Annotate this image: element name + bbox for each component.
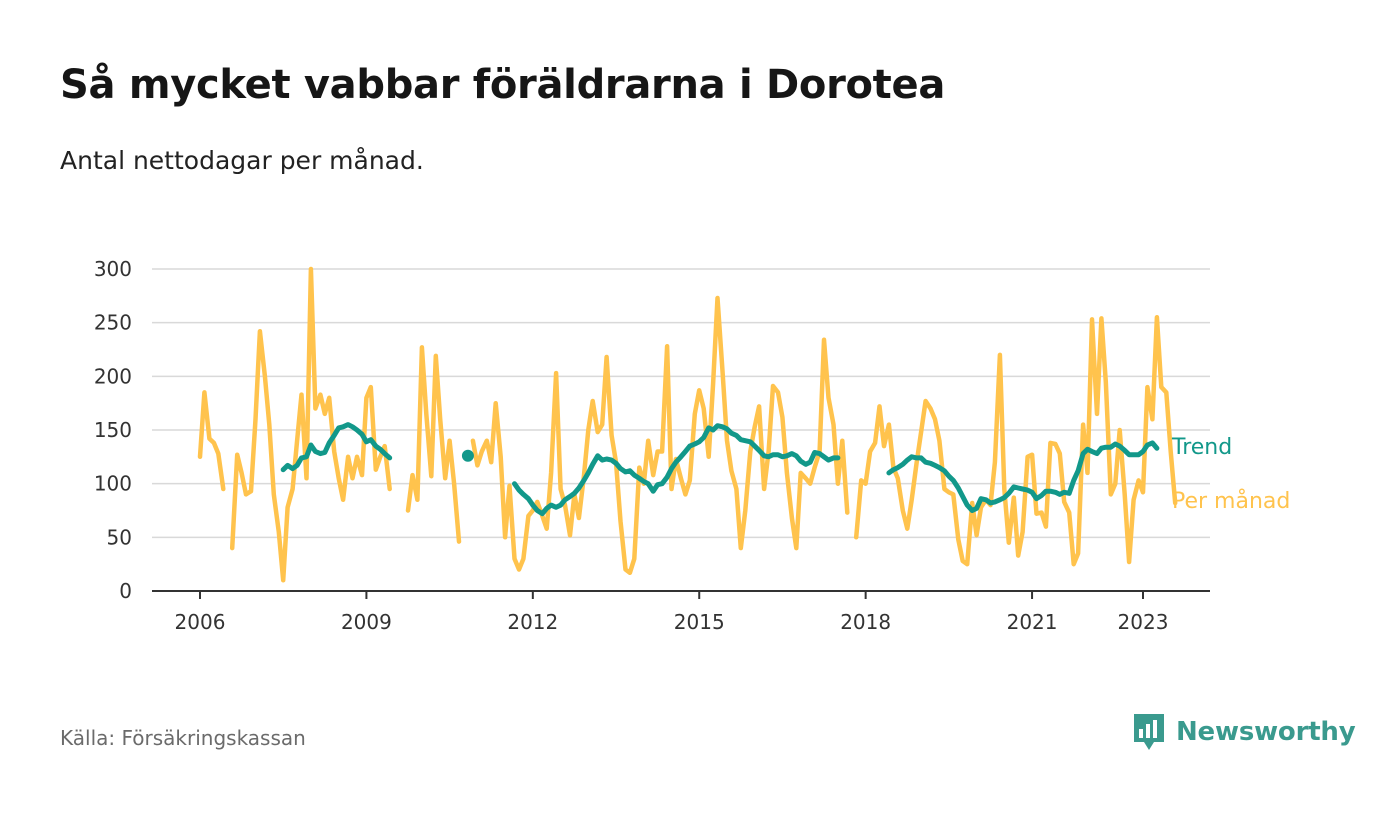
monthly-line	[470, 295, 850, 576]
series-labels: Per månad Trend	[1171, 435, 1290, 514]
gridlines	[152, 268, 1210, 592]
x-tick-label: 2015	[674, 610, 725, 634]
y-tick-label: 250	[94, 311, 132, 335]
y-axis-ticks: 0 50 100 150 200 250 300	[94, 257, 132, 603]
x-tick-label: 2023	[1118, 610, 1169, 634]
x-axis-ticks: 2006 2009 2012 2015 2018 2021 2023	[175, 591, 1169, 634]
source-note: Källa: Försäkringskassan	[60, 726, 306, 750]
x-tick-label: 2018	[840, 610, 891, 634]
y-tick-label: 150	[94, 418, 132, 442]
series-lines	[197, 266, 1178, 583]
x-tick-label: 2006	[175, 610, 226, 634]
y-tick-label: 200	[94, 364, 132, 388]
newsworthy-logo-icon	[1134, 714, 1164, 750]
chart-title: Så mycket vabbar föräldrarna i Dorotea	[60, 62, 946, 108]
monthly-series-label: Per månad	[1172, 488, 1290, 514]
y-tick-label: 300	[94, 257, 132, 281]
trend-series-label: Trend	[1171, 435, 1232, 460]
monthly-line	[405, 345, 462, 544]
x-tick-label: 2009	[341, 610, 392, 634]
trend-point	[461, 449, 474, 462]
monthly-line	[229, 266, 392, 583]
chart-subtitle: Antal nettodagar per månad.	[60, 146, 424, 175]
monthly-line	[197, 390, 226, 492]
brand-logo[interactable]: Newsworthy	[1132, 712, 1356, 752]
trend-line	[512, 423, 841, 517]
monthly-line	[853, 315, 1178, 567]
trend-line	[886, 440, 1160, 513]
trend-line	[280, 422, 393, 473]
brand-name: Newsworthy	[1176, 717, 1356, 747]
y-tick-label: 0	[119, 579, 132, 603]
x-tick-label: 2012	[507, 610, 558, 634]
x-tick-label: 2021	[1007, 610, 1058, 634]
y-tick-label: 100	[94, 472, 132, 496]
y-tick-label: 50	[107, 525, 132, 549]
